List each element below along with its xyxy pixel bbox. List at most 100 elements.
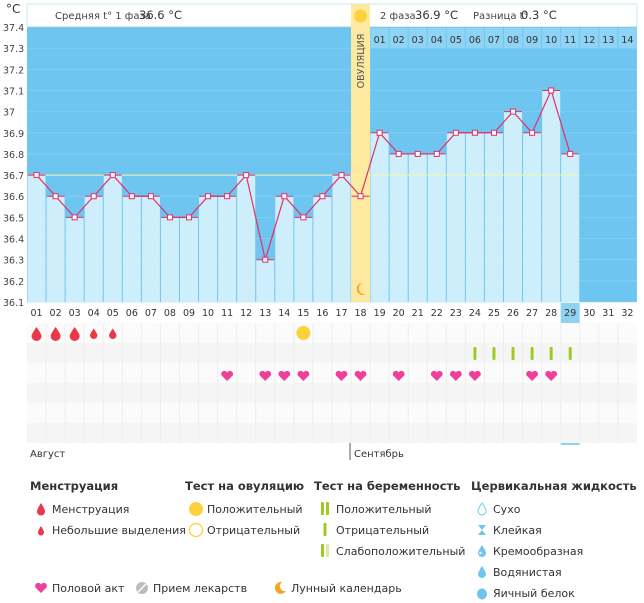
temperature-point [471, 129, 478, 136]
temperature-bar [504, 111, 523, 302]
phase2-day-cell [618, 28, 637, 48]
y-tick-label: 36.4 [3, 235, 24, 246]
temperature-plot: ОВУЛЯЦИЯ 01 02 03 04 05 06 07 08 09 10 11 12 13 14 [27, 4, 637, 303]
sticky-icon [478, 525, 486, 535]
cycle-day-label: 18 [355, 308, 367, 319]
menstruation-drop [50, 327, 61, 342]
temperature-bar [179, 217, 199, 302]
legend-item: Положительный [207, 502, 303, 516]
temperature-point [357, 193, 364, 200]
temperature-point [433, 150, 440, 157]
temperature-bar [84, 196, 103, 302]
y-tick-label: 36.8 [3, 150, 24, 161]
y-tick-label: 36.9 [3, 129, 24, 140]
legend-ovulation-title: Тест на овуляцию [185, 479, 305, 493]
sun-icon [354, 9, 368, 23]
phase2-day-label: 04 [431, 35, 443, 46]
phase2-day-label: 03 [412, 35, 424, 46]
temperature-bar [160, 217, 179, 302]
heart-icon [278, 370, 291, 381]
phase2-day-label: 10 [545, 35, 557, 46]
phase1-value: 36.6 °C [139, 8, 182, 22]
y-tick-label: 36.6 [3, 192, 24, 203]
legend-item: Менструация [52, 502, 130, 516]
cycle-day-label: 28 [545, 308, 557, 319]
phase2-day-label: 02 [393, 35, 405, 46]
temperature-bar [122, 196, 141, 302]
menstruation-drop [89, 328, 98, 339]
legend-ovulation-test: Тест на овуляцию Положительный Отрицател… [185, 479, 304, 540]
legend-item: Положительный [336, 502, 432, 516]
phase2-day-label: 05 [450, 35, 462, 46]
weak-stripe-icon [321, 544, 329, 557]
legend-item: Клейкая [493, 523, 542, 537]
moon-icon [274, 581, 286, 594]
cycle-day-label: 20 [393, 308, 405, 319]
temperature-point [52, 193, 59, 200]
phase2-day-label: 01 [374, 35, 386, 46]
phase2-day-cell [580, 28, 599, 48]
phase2-day-label: 11 [564, 35, 576, 46]
temperature-unit: °C [6, 2, 20, 16]
menstruation-drop [31, 327, 42, 341]
diff-value: 0.3 °C [521, 8, 557, 22]
phase2-day-cell [599, 28, 618, 48]
heart-icon [259, 370, 272, 381]
diff-label: Разница t° [473, 11, 529, 22]
phase2-day-cell [446, 28, 465, 48]
phase2-day-cell [408, 28, 427, 48]
cycle-day-label: 04 [88, 308, 100, 319]
cycle-day-label: 06 [126, 308, 138, 319]
temperature-point [548, 87, 555, 94]
legend-item: Водянистая [493, 565, 562, 579]
legend-item: Отрицательный [336, 523, 430, 537]
pregnancy-test-mark [549, 347, 553, 360]
cycle-day-label: 05 [107, 308, 119, 319]
temperature-bar [294, 217, 313, 302]
cycle-day-label: 17 [335, 308, 347, 319]
phase2-day-cell [465, 28, 484, 48]
y-tick-label: 37.3 [3, 44, 24, 55]
temperature-point [338, 172, 345, 179]
heart-icon [392, 370, 405, 381]
cycle-day-label: 31 [602, 308, 614, 319]
temperature-bar [408, 153, 427, 302]
y-tick-label: 37.2 [3, 65, 24, 76]
temperature-point [205, 193, 212, 200]
menstruation-drop [69, 327, 80, 342]
heart-icon [35, 582, 47, 593]
legend-item: Отрицательный [207, 523, 301, 537]
cycle-day-label: 24 [469, 308, 481, 319]
heart-icon [430, 370, 443, 381]
phase2-day-label: 07 [488, 35, 500, 46]
phase2-value: 36.9 °C [415, 8, 458, 22]
temperature-bar [199, 196, 218, 302]
temperature-point [166, 214, 173, 221]
temperature-point [147, 193, 154, 200]
heart-icon [469, 370, 481, 381]
cycle-day-label: 08 [164, 308, 176, 319]
temperature-bar [427, 153, 446, 302]
cycle-day-label: 02 [50, 308, 62, 319]
temperature-point [71, 214, 78, 221]
cycle-day-label: 26 [507, 308, 519, 319]
y-tick-label: 36.3 [3, 256, 24, 267]
cycle-day-label: 13 [259, 308, 271, 319]
watery-drop-icon [478, 566, 486, 578]
dry-drop-icon [477, 502, 487, 516]
phase2-day-label: 14 [621, 35, 633, 46]
temperature-bar [141, 196, 160, 302]
legend-item: Кремообразная [493, 544, 584, 558]
temperature-point [510, 108, 517, 115]
temperature-point [243, 172, 250, 179]
temperature-point [186, 214, 193, 221]
cycle-day-label: 29 [564, 308, 576, 319]
legend-item: Половой акт [52, 581, 125, 595]
drop-icon [37, 503, 45, 516]
legend-menstruation: Менструация Менструация Небольшие выделе… [30, 479, 186, 540]
pregnancy-test-mark [492, 347, 496, 360]
temperature-point [262, 256, 269, 263]
cycle-day-label: 27 [526, 308, 538, 319]
legend-item: Слабоположительный [336, 544, 466, 558]
